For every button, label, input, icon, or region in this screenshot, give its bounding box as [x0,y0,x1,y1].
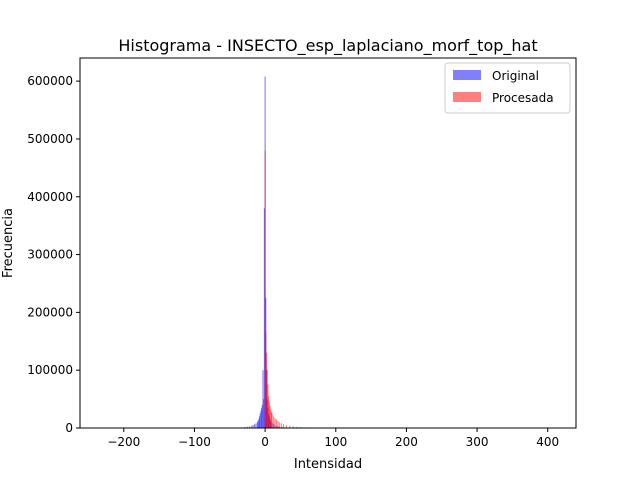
bar-original [259,413,261,428]
bar-original [256,422,258,428]
bar-procesada [268,401,270,428]
legend-label-original: Original [492,69,539,83]
bar-original [258,416,261,428]
bar-procesada [273,416,275,428]
bar-original [246,426,248,428]
y-tick-label: 200000 [27,305,73,319]
bar-procesada [263,426,265,428]
bar-procesada [270,411,273,428]
y-tick-label: 300000 [27,248,73,262]
plot-frame [79,57,577,429]
bar-original [261,407,263,428]
bar-original [255,423,257,429]
y-tick-label: 100000 [27,363,73,377]
x-tick-label: 100 [324,435,347,449]
bar-original [276,425,278,428]
bar-original [260,410,262,428]
bar-procesada [282,423,285,428]
legend-swatch-procesada [453,92,481,102]
bar-procesada [296,426,298,428]
bar-procesada [274,418,276,428]
x-tick-label: 0 [261,435,269,449]
x-tick-label: 400 [536,435,559,449]
bar-original [261,404,263,429]
y-tick-label: 600000 [27,74,73,88]
bar-procesada [267,384,269,428]
bar-procesada [269,406,271,428]
chart-title: Histograma - INSECTO_esp_laplaciano_morf… [118,36,537,56]
bar-procesada [265,352,268,428]
bar-original [251,425,253,428]
legend: Original Procesada [444,62,571,114]
bar-original [258,419,260,428]
y-tick-label: 500000 [27,132,73,146]
x-axis-label: Intensidad [294,457,362,472]
x-tick-label: −100 [178,435,211,449]
x-axis-ticks: −200 −100 0 100 200 300 400 [107,428,559,449]
bar-original [257,420,259,428]
bar-procesada [270,409,272,428]
y-axis-label: Frecuencia [1,208,16,278]
bars-procesada [263,150,323,429]
bar-original [252,425,254,428]
bar-procesada [271,413,273,428]
bar-original [263,399,265,428]
y-tick-label: 0 [65,421,73,435]
bar-original [249,426,251,428]
bar-procesada [285,424,287,428]
legend-label-procesada: Procesada [492,91,554,105]
bar-procesada [292,426,294,428]
bar-procesada [265,332,267,428]
bar-original [263,208,265,428]
x-tick-label: −200 [107,435,140,449]
legend-swatch-original [453,70,481,80]
bar-procesada [278,422,280,428]
bar-procesada [280,423,282,428]
y-tick-label: 400000 [27,190,73,204]
y-axis-ticks: 0 100000 200000 300000 400000 500000 600000 [27,74,80,435]
bar-original [253,424,256,428]
bar-procesada [266,370,268,428]
x-tick-label: 200 [395,435,418,449]
bar-original [262,370,264,428]
bar-procesada [289,425,291,428]
bar-procesada [268,396,270,428]
x-tick-label: 300 [466,435,489,449]
bar-procesada [275,419,277,428]
bar-procesada [264,150,266,428]
bar-procesada [277,421,279,428]
